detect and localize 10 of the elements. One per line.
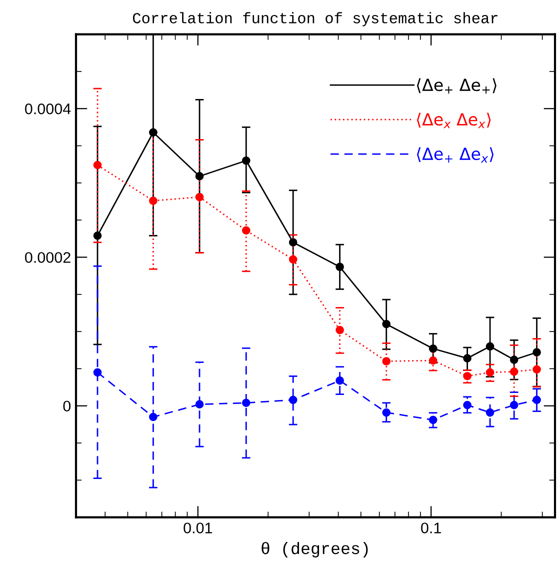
x-axis-title: θ (degrees) [262,542,368,558]
y-tick-label: 0.0002 [25,252,70,263]
text: ⟨Δe$_{+}$ Δe$_{+}$⟩ [416,78,496,94]
text: ⟨Δe$_{x}$ Δe$_{x}$⟩ [416,112,491,128]
y-tick-label: 0.0004 [25,103,71,114]
chart-title: Correlation function of systematic shear [132,12,498,26]
y-tick-label: 0 [63,400,71,412]
x-tick-label: 0.01 [184,522,212,534]
x-tick-label: 0.1 [421,522,441,534]
text: ⟨Δe$_{+}$ Δe$_{x}$⟩ [416,147,494,163]
